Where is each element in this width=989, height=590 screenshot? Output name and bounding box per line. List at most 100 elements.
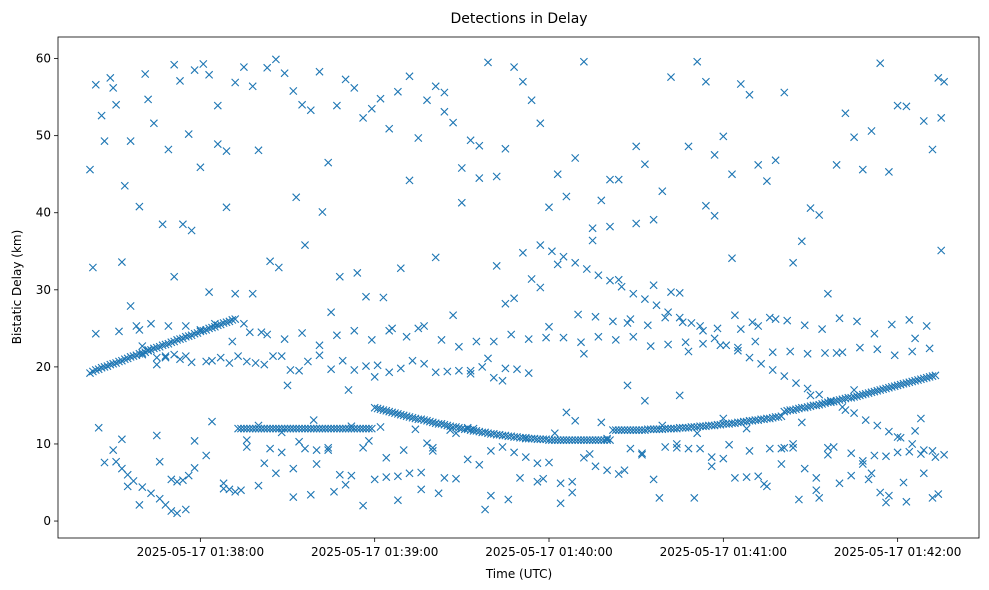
data-point (806, 204, 815, 213)
data-point (678, 423, 687, 432)
plot-area (58, 37, 979, 538)
data-point (858, 456, 867, 465)
data-point (649, 475, 658, 484)
data-point (579, 57, 588, 66)
data-point (675, 423, 684, 432)
data-point (629, 426, 638, 435)
data-point (873, 421, 882, 430)
data-point (690, 493, 699, 502)
data-point (501, 144, 510, 153)
data-point (411, 425, 420, 434)
data-point (565, 436, 574, 445)
data-point (266, 257, 275, 266)
data-point (568, 477, 577, 486)
data-point (603, 436, 612, 445)
data-point (475, 141, 484, 150)
data-point (754, 322, 763, 330)
data-point (516, 473, 524, 482)
data-point (719, 414, 728, 423)
data-point (440, 107, 449, 116)
data-point (710, 150, 719, 159)
data-point (184, 332, 193, 341)
data-point (408, 356, 417, 365)
data-point (449, 118, 458, 127)
data-point (393, 496, 402, 505)
data-point (701, 77, 710, 86)
data-point (545, 436, 553, 445)
data-point (667, 288, 675, 297)
data-point (658, 187, 667, 196)
data-point (117, 435, 126, 444)
data-point (112, 100, 121, 109)
data-point (521, 453, 530, 462)
data-point (876, 488, 885, 497)
data-point (106, 360, 115, 369)
data-point (187, 226, 196, 235)
data-point (382, 453, 391, 462)
data-point (115, 327, 123, 336)
data-point (722, 341, 731, 350)
data-point (167, 507, 176, 515)
data-point (908, 440, 917, 448)
data-point (216, 353, 225, 362)
data-point (649, 281, 658, 290)
data-point (367, 424, 376, 433)
data-point (431, 253, 440, 262)
data-point (742, 424, 751, 433)
data-point (623, 381, 632, 390)
data-point (280, 335, 289, 344)
data-point (338, 356, 347, 365)
data-point (454, 342, 463, 351)
data-point (754, 472, 763, 481)
data-point (364, 424, 373, 433)
data-point (408, 413, 417, 422)
data-point (393, 472, 402, 481)
data-point (396, 264, 405, 273)
data-point (228, 337, 237, 346)
data-point (190, 436, 199, 445)
data-point (893, 433, 902, 441)
data-point (568, 436, 577, 445)
data-point (100, 458, 109, 467)
data-point (850, 409, 859, 418)
data-point (719, 454, 728, 463)
data-point (553, 170, 562, 179)
data-point (855, 343, 864, 352)
data-point (684, 444, 693, 453)
data-point (330, 424, 338, 433)
data-point (556, 436, 565, 445)
data-point (937, 113, 946, 122)
data-point (792, 379, 800, 388)
data-point (324, 424, 333, 433)
data-point (440, 88, 449, 97)
data-point (521, 434, 530, 443)
data-point (213, 140, 222, 149)
data-point (431, 82, 440, 91)
data-point (452, 423, 460, 431)
data-point (283, 381, 292, 390)
data-point (884, 167, 893, 176)
data-point (312, 446, 321, 455)
data-point (571, 258, 580, 267)
data-point (594, 271, 603, 280)
data-point (242, 424, 251, 433)
data-point (135, 202, 144, 211)
data-point (149, 344, 158, 353)
data-point (466, 369, 475, 378)
data-point (582, 265, 591, 273)
data-point (248, 289, 257, 298)
data-point (283, 424, 292, 433)
data-point (385, 407, 394, 416)
data-point (196, 163, 205, 172)
data-point (205, 70, 214, 79)
data-point (437, 419, 446, 428)
data-point (547, 436, 556, 445)
data-point (213, 101, 222, 110)
data-point (367, 335, 376, 344)
data-point (208, 323, 216, 332)
data-point (152, 343, 161, 352)
data-point (786, 347, 795, 356)
data-point (850, 392, 859, 401)
data-point (591, 462, 600, 471)
data-point (707, 453, 716, 462)
